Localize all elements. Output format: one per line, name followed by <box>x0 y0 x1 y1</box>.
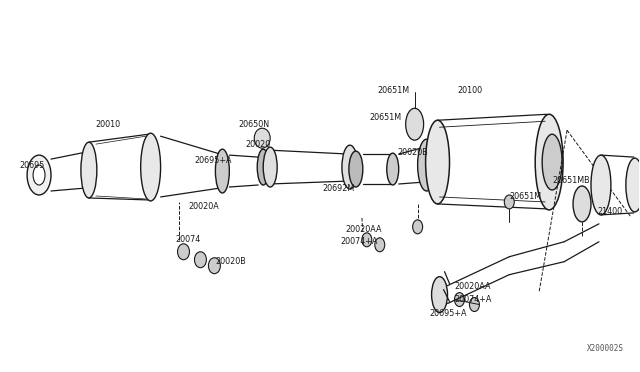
Ellipse shape <box>418 139 436 191</box>
Text: 20695+A: 20695+A <box>195 155 232 164</box>
Ellipse shape <box>27 155 51 195</box>
Text: 20020B: 20020B <box>397 148 428 157</box>
Ellipse shape <box>591 155 611 215</box>
Text: 21400: 21400 <box>597 208 622 217</box>
Text: 20651M: 20651M <box>370 113 402 122</box>
Ellipse shape <box>216 149 229 193</box>
Ellipse shape <box>426 120 449 204</box>
Ellipse shape <box>195 252 207 268</box>
Ellipse shape <box>413 220 422 234</box>
Text: 20020: 20020 <box>245 140 271 149</box>
Text: 20695: 20695 <box>19 161 45 170</box>
Ellipse shape <box>141 133 161 201</box>
Ellipse shape <box>535 114 563 210</box>
Text: 20650N: 20650N <box>238 120 269 129</box>
Ellipse shape <box>209 258 220 274</box>
Ellipse shape <box>431 277 447 312</box>
Ellipse shape <box>573 186 591 222</box>
Text: 20020A: 20020A <box>189 202 220 211</box>
Text: 20020AA: 20020AA <box>454 282 491 291</box>
Ellipse shape <box>349 151 363 187</box>
Ellipse shape <box>362 233 372 247</box>
Ellipse shape <box>406 108 424 140</box>
Text: 20074: 20074 <box>175 235 201 244</box>
Text: X200002S: X200002S <box>587 344 624 353</box>
Ellipse shape <box>81 142 97 198</box>
Text: 20695+A: 20695+A <box>429 309 467 318</box>
Ellipse shape <box>375 238 385 252</box>
Ellipse shape <box>626 158 640 212</box>
Ellipse shape <box>454 293 465 307</box>
Ellipse shape <box>504 195 515 209</box>
Ellipse shape <box>263 147 277 187</box>
Text: 20074+A: 20074+A <box>454 295 492 304</box>
Text: 20651M: 20651M <box>378 86 410 95</box>
Text: 20074+A: 20074+A <box>340 237 378 246</box>
Text: 20100: 20100 <box>458 86 483 95</box>
Ellipse shape <box>469 298 479 311</box>
Text: 20020B: 20020B <box>216 257 246 266</box>
Ellipse shape <box>254 128 270 148</box>
Text: 20020AA: 20020AA <box>345 225 381 234</box>
Ellipse shape <box>342 145 358 189</box>
Text: 20692M: 20692M <box>322 185 355 193</box>
Ellipse shape <box>387 153 399 185</box>
Text: 20651MB: 20651MB <box>552 176 589 185</box>
Text: 20010: 20010 <box>96 120 121 129</box>
Ellipse shape <box>33 165 45 185</box>
Ellipse shape <box>542 134 562 190</box>
Text: 20651M: 20651M <box>509 192 541 202</box>
Ellipse shape <box>257 149 269 185</box>
Ellipse shape <box>177 244 189 260</box>
